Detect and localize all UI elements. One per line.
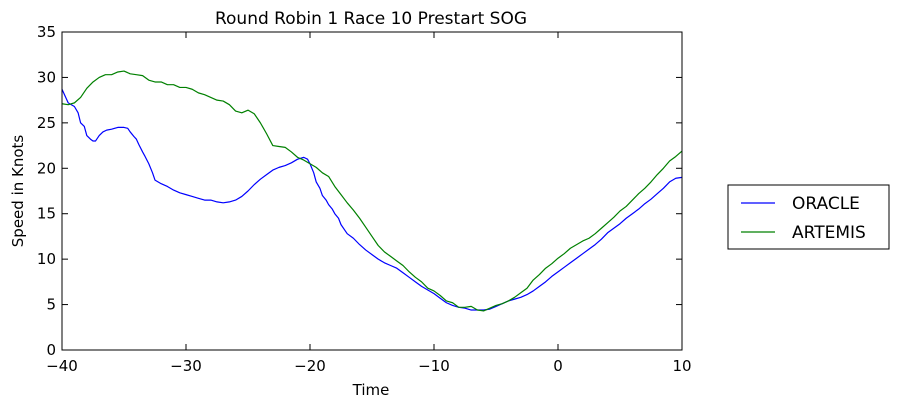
x-tick-label: 10	[672, 357, 691, 375]
legend-label-oracle: ORACLE	[792, 194, 860, 214]
y-tick-label: 20	[37, 159, 56, 177]
x-tick-label: −40	[46, 357, 78, 375]
y-tick-label: 30	[37, 68, 56, 86]
series-line-artemis	[61, 70, 683, 312]
y-tick-label: 25	[37, 114, 56, 132]
legend-label-artemis: ARTEMIS	[792, 223, 866, 243]
x-tick-label: 0	[553, 357, 563, 375]
y-tick-label: 15	[37, 205, 56, 223]
chart-title: Round Robin 1 Race 10 Prestart SOG	[215, 9, 527, 29]
series-line-oracle	[61, 88, 683, 311]
y-tick-label: 5	[46, 296, 56, 314]
x-tick-label: −10	[418, 357, 450, 375]
x-tick-label: −30	[170, 357, 202, 375]
y-tick-label: 0	[46, 341, 56, 359]
ticks-layer: −40 −30 −20 −10 0 10 0 5 10 15 20 25 30 35	[37, 23, 692, 375]
y-axis-title: Speed in Knots	[9, 135, 27, 248]
x-tick-label: −20	[294, 357, 326, 375]
legend-frame	[727, 184, 890, 250]
legend: ORACLE ARTEMIS	[727, 184, 890, 250]
y-tick-label: 35	[37, 23, 56, 41]
series-layer	[61, 70, 683, 312]
x-axis-title: Time	[352, 381, 390, 399]
plot-frame	[61, 31, 683, 351]
legend-entries: ORACLE ARTEMIS	[741, 194, 866, 243]
y-tick-label: 10	[37, 250, 56, 268]
